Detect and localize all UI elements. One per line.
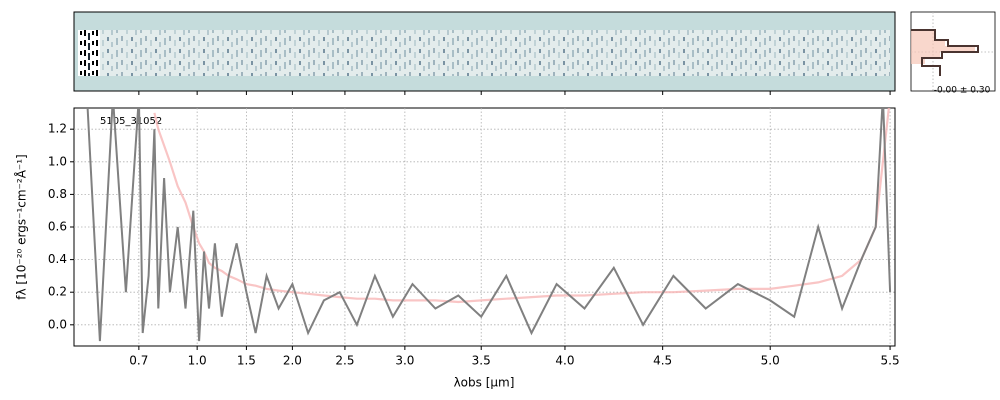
series-group [86, 108, 892, 342]
x-tick-label: 2.5 [335, 354, 354, 368]
x-tick-label: 3.5 [472, 354, 491, 368]
x-tick-label: 4.0 [555, 354, 574, 368]
y-tick-label: 0.8 [48, 187, 67, 201]
object-label: 5105_31052 [100, 116, 162, 127]
y-tick-label: 0.0 [48, 317, 67, 331]
inset-label: -0.00 ± 0.30 [934, 86, 991, 96]
x-tick-label: 1.0 [188, 354, 207, 368]
x-tick-label: 2.0 [283, 354, 302, 368]
y-tick-label: 1.2 [48, 122, 67, 136]
x-tick-label: 5.5 [881, 354, 900, 368]
y-tick-label: 0.2 [48, 285, 67, 299]
y-tick-label: 0.4 [48, 252, 67, 266]
x-tick-label: 5.0 [761, 354, 780, 368]
profile-inset [910, 11, 996, 92]
x-tick-label: 1.5 [237, 354, 256, 368]
y-tick-label: 0.6 [48, 220, 67, 234]
series-line [86, 108, 892, 342]
x-tick-label: 0.7 [129, 354, 148, 368]
y-tick-label: 1.0 [48, 154, 67, 168]
series-line [153, 108, 890, 304]
y-axis-label: fλ [10⁻²⁰ ergs⁻¹cm⁻²Å⁻¹] [14, 154, 29, 299]
x-tick-label: 4.5 [653, 354, 672, 368]
spectrum-2d-panel [73, 11, 896, 92]
x-tick-label: 3.0 [395, 354, 414, 368]
x-axis-label: λobs [μm] [454, 376, 515, 390]
